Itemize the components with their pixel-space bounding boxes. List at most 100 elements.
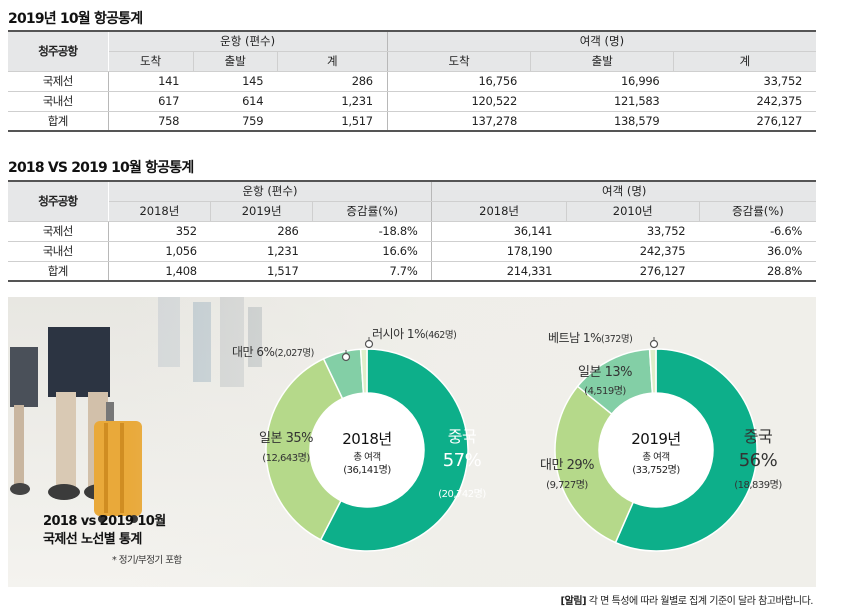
table-row: 국내선 1,056 1,231 16.6% 178,190 242,375 36… (8, 241, 816, 262)
slice-count: (12,643명) (262, 452, 310, 464)
table2-col-header: 증감률(%) (698, 201, 816, 222)
table2-col-header: 2010년 (565, 201, 700, 222)
table-cell: 1,231 (277, 91, 388, 112)
table-cell: 617 (107, 91, 194, 112)
table-cell: 16.6% (312, 241, 432, 262)
table1-title: 2019년 10월 항공통계 (8, 11, 143, 27)
table-row: 합계 1,408 1,517 7.7% 214,331 276,127 28.8… (8, 261, 816, 282)
table2-col-header: 2018년 (431, 201, 567, 222)
table-cell: 214,331 (431, 261, 567, 282)
slice-label: 대만 6%(2,027명) (232, 345, 314, 359)
table-cell: 145 (193, 71, 278, 92)
table-cell: 178,190 (431, 241, 567, 262)
table-cell: 16,996 (530, 71, 674, 92)
table-cell: 141 (107, 71, 194, 92)
table-cell: 33,752 (673, 71, 816, 92)
table-cell: 16,756 (386, 71, 531, 92)
footnote-tag: [알림] (560, 596, 587, 607)
slice-count: (462명) (425, 330, 456, 341)
row-label: 국내선 (8, 91, 108, 112)
table-cell: 614 (193, 91, 278, 112)
slice-count: (9,727명) (546, 479, 588, 491)
leader-dot (364, 339, 374, 349)
slice-count: (372명) (601, 334, 632, 345)
slice-name: 일본 13% (578, 365, 632, 380)
table-cell: -6.6% (699, 221, 816, 242)
table-row: 국제선 352 286 -18.8% 36,141 33,752 -6.6% (8, 221, 816, 242)
table1-col-header: 출발 (530, 51, 674, 72)
footnote-text: 각 면 특성에 따라 월별로 집계 기준이 달라 참고바랍니다. (588, 596, 814, 607)
table2-row-header: 청주공항 (8, 180, 109, 222)
slice-name: 베트남 1% (548, 331, 601, 345)
center-total: (36,141명) (343, 464, 391, 476)
table-cell: -18.8% (312, 221, 432, 242)
center-total: (33,752명) (632, 464, 680, 476)
row-label: 국제선 (8, 221, 108, 242)
table-cell: 7.7% (312, 261, 432, 282)
donut-hole (599, 393, 713, 507)
row-label: 국내선 (8, 241, 108, 262)
slice-name: 러시아 1% (372, 327, 425, 341)
row-label: 국제선 (8, 71, 108, 92)
table2-col-header: 증감률(%) (311, 201, 432, 222)
table-cell: 1,517 (210, 261, 313, 282)
table-cell: 352 (107, 221, 211, 242)
caption-line1: 2018 vs 2019 10월 (43, 514, 166, 529)
table-cell: 1,517 (277, 111, 388, 132)
slice-count: (4,519명) (584, 385, 626, 397)
caption-note: * 정기/부정기 포함 (112, 555, 182, 566)
table1-col-header: 도착 (386, 51, 531, 72)
leader-dot (341, 352, 351, 362)
table-cell: 242,375 (566, 241, 700, 262)
table-cell: 138,579 (530, 111, 674, 132)
table-row: 국내선 617 614 1,231 120,522 121,583 242,37… (8, 91, 816, 112)
table-row: 국제선 141 145 286 16,756 16,996 33,752 (8, 71, 816, 92)
center-title: 2019년 (631, 430, 680, 448)
table-cell: 242,375 (673, 91, 816, 112)
table2-col-header: 2018년 (107, 201, 211, 222)
slice-percent: 57% (443, 450, 482, 471)
table2: 청주공항 운항 (편수) 여객 (명) 2018년 2019년 증감률(%) 2… (8, 180, 816, 282)
slice-count: (20,742명) (438, 488, 486, 500)
slice-name: 대만 29% (540, 458, 594, 473)
slice-name: 일본 35% (259, 431, 313, 446)
table-cell: 121,583 (530, 91, 674, 112)
table-cell: 286 (210, 221, 313, 242)
table-cell: 36,141 (431, 221, 567, 242)
table1-group-ops: 운항 (편수) (107, 30, 388, 52)
table-cell: 120,522 (386, 91, 531, 112)
slice-label: 러시아 1%(462명) (372, 327, 456, 341)
center-title: 2018년 (342, 430, 391, 448)
table-row: 합계 758 759 1,517 137,278 138,579 276,127 (8, 111, 816, 132)
table-cell: 137,278 (386, 111, 531, 132)
table-cell: 1,231 (210, 241, 313, 262)
slice-name: 대만 6% (232, 345, 275, 359)
leader-dot (649, 339, 659, 349)
table-cell: 286 (277, 71, 388, 92)
table1-col-header: 출발 (192, 51, 278, 72)
center-subtitle: 총 여객 (642, 451, 669, 463)
table-cell: 36.0% (699, 241, 816, 262)
table1-group-pax: 여객 (명) (386, 30, 816, 52)
slice-count: (2,027명) (274, 348, 313, 359)
table-cell: 276,127 (566, 261, 700, 282)
caption-title: 2018 vs 2019 10월 국제선 노선별 통계 (43, 513, 166, 549)
slice-count: (18,839명) (734, 479, 782, 491)
table-cell: 33,752 (566, 221, 700, 242)
table-cell: 276,127 (673, 111, 816, 132)
slice-name: 중국 (448, 427, 476, 446)
center-subtitle: 총 여객 (353, 451, 380, 463)
table1-col-header: 계 (672, 51, 816, 72)
table-cell: 1,408 (107, 261, 211, 282)
row-label: 합계 (8, 261, 108, 282)
table1-col-header: 계 (276, 51, 388, 72)
table1: 청주공항 운항 (편수) 여객 (명) 도착 출발 계 도착 출발 계 국제선 … (8, 30, 816, 132)
table2-title: 2018 VS 2019 10월 항공통계 (8, 160, 194, 176)
table-cell: 28.8% (699, 261, 816, 282)
donut-slice (265, 357, 344, 541)
row-label: 합계 (8, 111, 108, 132)
table-cell: 759 (193, 111, 278, 132)
slice-label: 베트남 1%(372명) (548, 331, 632, 345)
